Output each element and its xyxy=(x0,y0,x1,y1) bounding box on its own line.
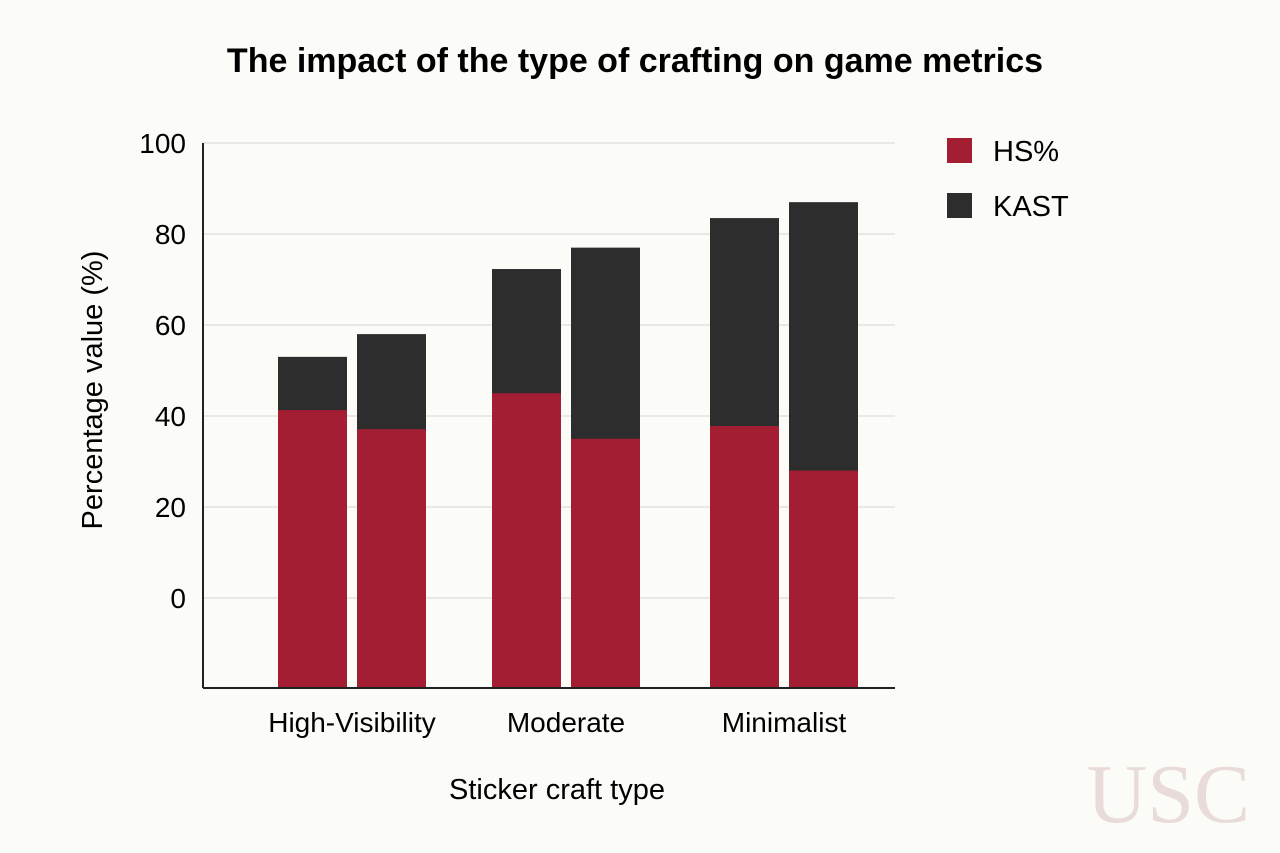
x-tick-label: High-Visibility xyxy=(268,707,436,738)
chart-title: The impact of the type of crafting on ga… xyxy=(227,42,1043,80)
bar-hs-0-1 xyxy=(357,429,426,688)
legend-label: KAST xyxy=(993,191,1069,223)
bar-hs-2-1 xyxy=(789,470,858,688)
legend-swatch xyxy=(947,193,972,218)
x-axis-label: Sticker craft type xyxy=(449,774,665,806)
y-tick-label: 0 xyxy=(170,583,186,614)
legend-label: HS% xyxy=(993,136,1059,168)
legend: HS% KAST xyxy=(947,136,1069,223)
y-axis-label: Percentage value (%) xyxy=(77,251,109,530)
y-tick-label: 80 xyxy=(155,219,186,250)
x-tick-label: Minimalist xyxy=(722,707,847,738)
y-tick-label: 100 xyxy=(139,128,186,159)
bar-hs-1-1 xyxy=(571,438,640,688)
bar-hs-2-0 xyxy=(710,426,779,688)
usc-watermark-logo: USC xyxy=(1087,748,1250,841)
y-tick-label: 40 xyxy=(155,401,186,432)
legend-swatch xyxy=(947,138,972,163)
bar-hs-1-0 xyxy=(492,393,561,688)
x-tick-label: Moderate xyxy=(507,707,625,738)
y-tick-label: 20 xyxy=(155,492,186,523)
bar-hs-0-0 xyxy=(278,410,347,688)
y-tick-label: 60 xyxy=(155,310,186,341)
